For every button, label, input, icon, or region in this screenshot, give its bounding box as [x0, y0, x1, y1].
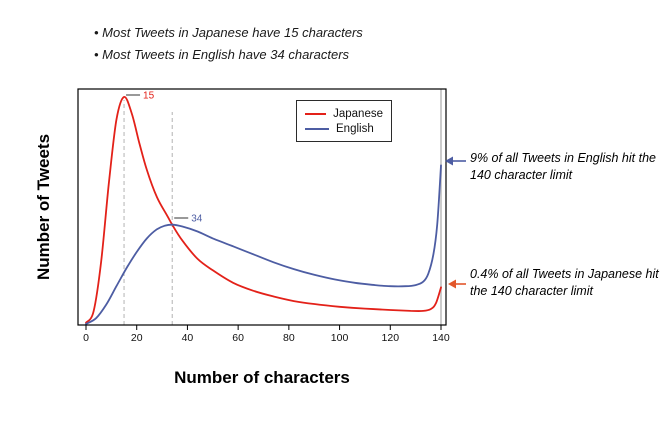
peak-label-english: 34	[191, 214, 203, 225]
header-bullets: • Most Tweets in Japanese have 15 charac…	[94, 22, 363, 66]
x-axis-label: Number of characters	[174, 368, 350, 387]
legend-item-japanese: Japanese	[305, 106, 383, 121]
english-arrow-icon-head	[445, 156, 453, 166]
bullet-english: • Most Tweets in English have 34 charact…	[94, 47, 350, 62]
x-tick-label: 140	[432, 332, 450, 344]
legend: Japanese English	[296, 100, 392, 142]
plot-box	[77, 88, 447, 326]
legend-label-japanese: Japanese	[333, 107, 383, 120]
x-tick-label: 120	[382, 332, 400, 344]
series-line-japanese	[85, 96, 442, 324]
legend-line-japanese	[305, 112, 327, 115]
japanese-arrow-icon-head	[448, 279, 456, 289]
x-tick-label: 100	[331, 332, 349, 344]
legend-item-english: English	[305, 121, 383, 136]
x-tick-label: 60	[232, 332, 244, 344]
x-tick-label: 0	[83, 332, 89, 344]
annotation-english-limit: 9% of all Tweets in English hit the 140 …	[470, 151, 656, 182]
legend-label-english: English	[336, 122, 374, 135]
x-tick-label: 40	[182, 332, 194, 344]
x-tick-label: 20	[131, 332, 143, 344]
legend-line-english	[305, 127, 329, 130]
peak-label-japanese: 15	[143, 91, 155, 102]
bullet-japanese: • Most Tweets in Japanese have 15 charac…	[94, 25, 363, 40]
series-line-english	[85, 164, 442, 325]
x-tick-label: 80	[283, 332, 295, 344]
annotation-japanese-limit: 0.4% of all Tweets in Japanese hit the 1…	[470, 267, 659, 298]
